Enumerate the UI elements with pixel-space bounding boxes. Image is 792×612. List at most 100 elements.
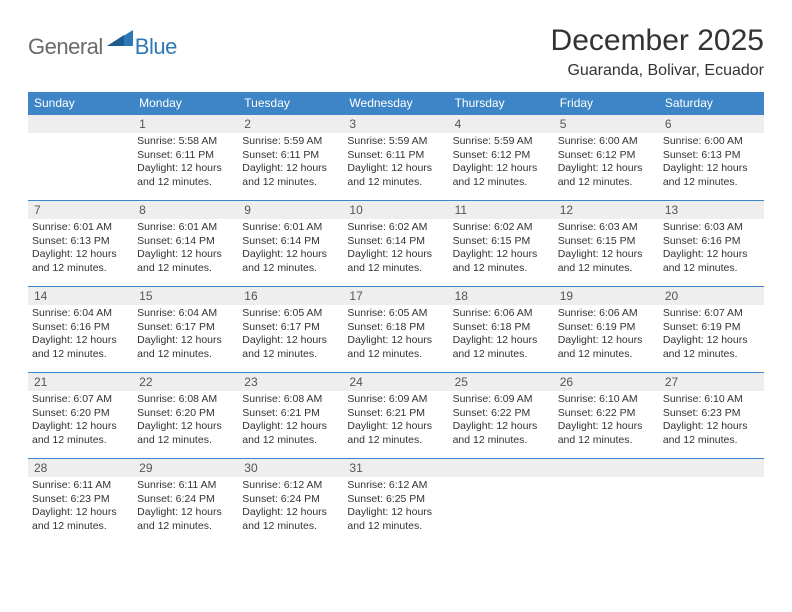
weekday-header-row: SundayMondayTuesdayWednesdayThursdayFrid…	[28, 92, 764, 115]
daylight-line: Daylight: 12 hours and 12 minutes.	[137, 420, 234, 447]
sunrise-line: Sunrise: 6:12 AM	[347, 479, 444, 493]
sunrise-line: Sunrise: 6:05 AM	[242, 307, 339, 321]
sunrise-line: Sunrise: 6:12 AM	[242, 479, 339, 493]
sunrise-line: Sunrise: 6:02 AM	[453, 221, 550, 235]
sunrise-line: Sunrise: 6:08 AM	[137, 393, 234, 407]
sunset-line: Sunset: 6:24 PM	[137, 493, 234, 507]
sunrise-line: Sunrise: 6:11 AM	[32, 479, 129, 493]
day-details: Sunrise: 6:10 AMSunset: 6:23 PMDaylight:…	[659, 391, 764, 452]
day-number: 27	[659, 373, 764, 391]
weekday-header: Monday	[133, 92, 238, 115]
calendar-cell: 13Sunrise: 6:03 AMSunset: 6:16 PMDayligh…	[659, 201, 764, 287]
day-number: 25	[449, 373, 554, 391]
day-details: Sunrise: 6:12 AMSunset: 6:24 PMDaylight:…	[238, 477, 343, 538]
sunrise-line: Sunrise: 6:06 AM	[558, 307, 655, 321]
daylight-line: Daylight: 12 hours and 12 minutes.	[663, 248, 760, 275]
calendar-cell: 22Sunrise: 6:08 AMSunset: 6:20 PMDayligh…	[133, 373, 238, 459]
day-number: 7	[28, 201, 133, 219]
day-number: 11	[449, 201, 554, 219]
day-number: 17	[343, 287, 448, 305]
day-details: Sunrise: 6:03 AMSunset: 6:15 PMDaylight:…	[554, 219, 659, 280]
sunset-line: Sunset: 6:13 PM	[663, 149, 760, 163]
sunset-line: Sunset: 6:17 PM	[242, 321, 339, 335]
calendar-cell	[28, 115, 133, 201]
logo: General Blue	[28, 30, 177, 63]
sunset-line: Sunset: 6:12 PM	[558, 149, 655, 163]
daylight-line: Daylight: 12 hours and 12 minutes.	[663, 334, 760, 361]
calendar-cell: 31Sunrise: 6:12 AMSunset: 6:25 PMDayligh…	[343, 459, 448, 545]
sunset-line: Sunset: 6:17 PM	[137, 321, 234, 335]
calendar-cell: 26Sunrise: 6:10 AMSunset: 6:22 PMDayligh…	[554, 373, 659, 459]
sunset-line: Sunset: 6:23 PM	[32, 493, 129, 507]
sunset-line: Sunset: 6:14 PM	[347, 235, 444, 249]
day-number: 4	[449, 115, 554, 133]
calendar-cell: 30Sunrise: 6:12 AMSunset: 6:24 PMDayligh…	[238, 459, 343, 545]
day-details: Sunrise: 6:05 AMSunset: 6:17 PMDaylight:…	[238, 305, 343, 366]
calendar-cell: 2Sunrise: 5:59 AMSunset: 6:11 PMDaylight…	[238, 115, 343, 201]
day-details: Sunrise: 6:06 AMSunset: 6:19 PMDaylight:…	[554, 305, 659, 366]
day-number: 15	[133, 287, 238, 305]
sunset-line: Sunset: 6:16 PM	[663, 235, 760, 249]
daylight-line: Daylight: 12 hours and 12 minutes.	[347, 420, 444, 447]
day-number: 2	[238, 115, 343, 133]
day-details: Sunrise: 5:59 AMSunset: 6:11 PMDaylight:…	[238, 133, 343, 194]
calendar-cell: 5Sunrise: 6:00 AMSunset: 6:12 PMDaylight…	[554, 115, 659, 201]
calendar-cell: 17Sunrise: 6:05 AMSunset: 6:18 PMDayligh…	[343, 287, 448, 373]
sunset-line: Sunset: 6:13 PM	[32, 235, 129, 249]
sunset-line: Sunset: 6:23 PM	[663, 407, 760, 421]
day-details: Sunrise: 6:06 AMSunset: 6:18 PMDaylight:…	[449, 305, 554, 366]
daylight-line: Daylight: 12 hours and 12 minutes.	[453, 162, 550, 189]
sunset-line: Sunset: 6:20 PM	[137, 407, 234, 421]
day-details: Sunrise: 6:09 AMSunset: 6:22 PMDaylight:…	[449, 391, 554, 452]
calendar-row: 28Sunrise: 6:11 AMSunset: 6:23 PMDayligh…	[28, 459, 764, 545]
daylight-line: Daylight: 12 hours and 12 minutes.	[242, 420, 339, 447]
day-number-empty	[449, 459, 554, 477]
day-details: Sunrise: 6:08 AMSunset: 6:20 PMDaylight:…	[133, 391, 238, 452]
day-details: Sunrise: 6:01 AMSunset: 6:14 PMDaylight:…	[133, 219, 238, 280]
sunset-line: Sunset: 6:19 PM	[558, 321, 655, 335]
day-number: 23	[238, 373, 343, 391]
daylight-line: Daylight: 12 hours and 12 minutes.	[558, 334, 655, 361]
logo-text-blue: Blue	[135, 34, 177, 60]
sunrise-line: Sunrise: 6:01 AM	[32, 221, 129, 235]
daylight-line: Daylight: 12 hours and 12 minutes.	[453, 420, 550, 447]
day-number: 26	[554, 373, 659, 391]
day-details: Sunrise: 6:07 AMSunset: 6:20 PMDaylight:…	[28, 391, 133, 452]
sunrise-line: Sunrise: 6:10 AM	[558, 393, 655, 407]
calendar-cell	[554, 459, 659, 545]
calendar-row: 21Sunrise: 6:07 AMSunset: 6:20 PMDayligh…	[28, 373, 764, 459]
sunrise-line: Sunrise: 5:59 AM	[242, 135, 339, 149]
weekday-header: Thursday	[449, 92, 554, 115]
calendar-cell: 20Sunrise: 6:07 AMSunset: 6:19 PMDayligh…	[659, 287, 764, 373]
day-details: Sunrise: 6:04 AMSunset: 6:17 PMDaylight:…	[133, 305, 238, 366]
calendar-cell	[659, 459, 764, 545]
sunrise-line: Sunrise: 5:58 AM	[137, 135, 234, 149]
sunrise-line: Sunrise: 6:06 AM	[453, 307, 550, 321]
sunset-line: Sunset: 6:12 PM	[453, 149, 550, 163]
daylight-line: Daylight: 12 hours and 12 minutes.	[242, 162, 339, 189]
day-number-empty	[659, 459, 764, 477]
sunset-line: Sunset: 6:22 PM	[558, 407, 655, 421]
day-number: 29	[133, 459, 238, 477]
calendar-cell	[449, 459, 554, 545]
day-number: 21	[28, 373, 133, 391]
sunset-line: Sunset: 6:11 PM	[242, 149, 339, 163]
day-number: 1	[133, 115, 238, 133]
sunset-line: Sunset: 6:22 PM	[453, 407, 550, 421]
day-number: 31	[343, 459, 448, 477]
day-number: 6	[659, 115, 764, 133]
sunset-line: Sunset: 6:14 PM	[137, 235, 234, 249]
sunset-line: Sunset: 6:11 PM	[137, 149, 234, 163]
daylight-line: Daylight: 12 hours and 12 minutes.	[32, 420, 129, 447]
sunrise-line: Sunrise: 6:02 AM	[347, 221, 444, 235]
day-number: 9	[238, 201, 343, 219]
day-details: Sunrise: 6:05 AMSunset: 6:18 PMDaylight:…	[343, 305, 448, 366]
weekday-header: Saturday	[659, 92, 764, 115]
calendar-cell: 23Sunrise: 6:08 AMSunset: 6:21 PMDayligh…	[238, 373, 343, 459]
sunset-line: Sunset: 6:20 PM	[32, 407, 129, 421]
logo-triangle-icon	[107, 30, 133, 51]
day-number-empty	[28, 115, 133, 133]
calendar-row: 1Sunrise: 5:58 AMSunset: 6:11 PMDaylight…	[28, 115, 764, 201]
sunrise-line: Sunrise: 6:11 AM	[137, 479, 234, 493]
day-number: 10	[343, 201, 448, 219]
